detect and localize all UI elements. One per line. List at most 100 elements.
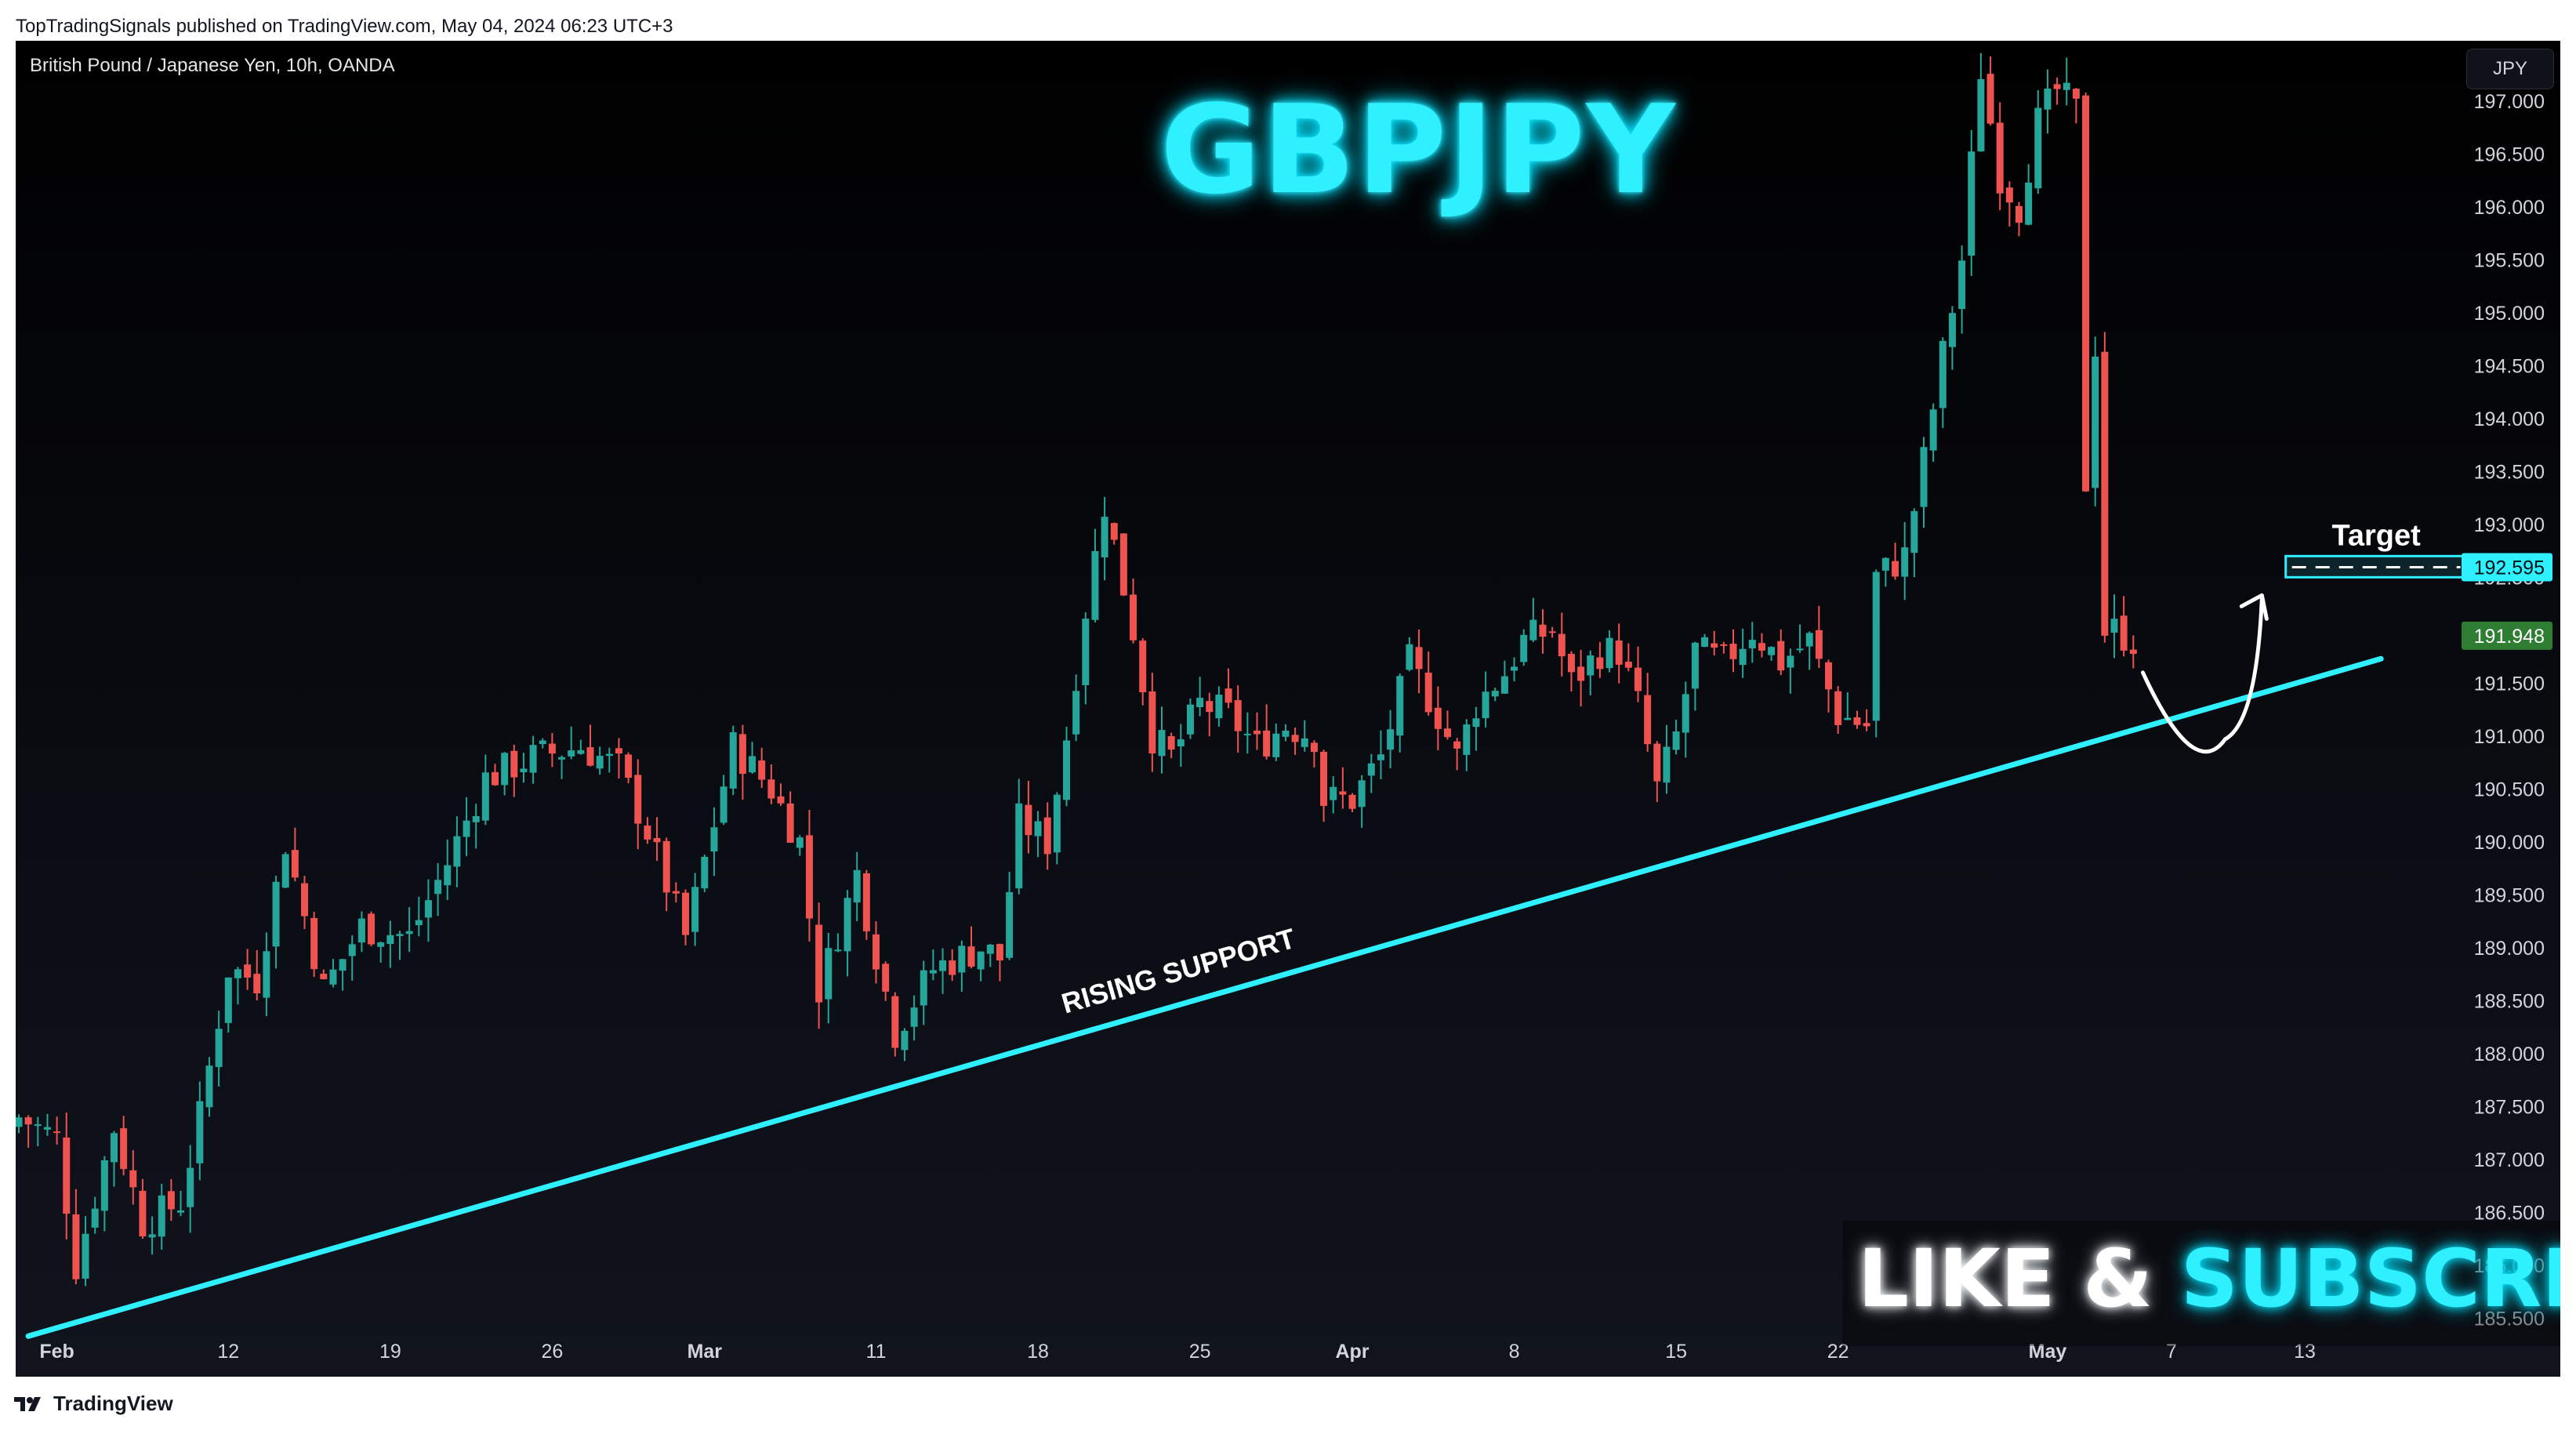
candle-body <box>100 1160 108 1211</box>
candle-body <box>672 891 680 894</box>
candle-body <box>1872 572 1880 721</box>
candle-body <box>1901 547 1909 577</box>
candle-body <box>1777 641 1785 671</box>
candle-body <box>1996 122 2004 194</box>
candle-body <box>1958 260 1966 310</box>
candle-body <box>272 881 280 947</box>
candle-body <box>1910 510 1918 553</box>
candle-body <box>463 820 470 837</box>
candle-body <box>662 840 670 893</box>
candle-body <box>1272 733 1280 757</box>
candle-body <box>1758 643 1765 651</box>
target-label: Target <box>2331 519 2421 552</box>
candle-body <box>1015 803 1023 889</box>
price-chart[interactable]: RISING SUPPORT Target 185.500186.000186.… <box>16 41 2560 1377</box>
target-price-tag <box>2462 553 2552 582</box>
candle-body <box>1825 662 1832 690</box>
candle-body <box>586 747 594 766</box>
projection-arrowhead-icon <box>2239 593 2269 621</box>
candle-body <box>1634 667 1642 691</box>
candle-body <box>1234 699 1242 731</box>
candle-body <box>1663 746 1671 783</box>
candle-body <box>634 775 642 824</box>
candle-body <box>901 1030 909 1051</box>
candle-body <box>377 942 385 947</box>
candle-body <box>1920 447 1928 507</box>
candle-body <box>615 748 622 754</box>
time-tick-label: 26 <box>541 1341 563 1363</box>
candle-body <box>1939 340 1947 408</box>
candle-body <box>1396 676 1404 736</box>
candle-body <box>244 964 252 978</box>
candle-body <box>196 1101 204 1163</box>
candle-body <box>1567 653 1575 673</box>
candle-body <box>2120 615 2128 651</box>
candle-body <box>1177 739 1185 746</box>
candle-body <box>844 898 851 952</box>
target-layer: Target <box>2140 519 2469 754</box>
symbol-description: British Pound / Japanese Yen, 10h, OANDA <box>30 55 395 76</box>
candle-body <box>1739 648 1747 666</box>
candle-body <box>139 1190 147 1237</box>
candle-body <box>424 900 432 918</box>
candle-body <box>1415 647 1423 670</box>
candle-body <box>291 850 299 878</box>
price-tick-label: 187.000 <box>2474 1149 2545 1171</box>
candle-body <box>111 1133 118 1163</box>
rising-support-line[interactable] <box>25 655 2384 1339</box>
candle-body <box>368 913 376 945</box>
candle-body <box>1167 735 1175 750</box>
candle-body <box>2005 187 2013 203</box>
candle-body <box>2053 84 2061 89</box>
tradingview-footer[interactable]: TradingView <box>14 1389 173 1417</box>
candle-body <box>682 892 689 935</box>
candle-body <box>348 944 356 956</box>
candle-body <box>1653 743 1661 782</box>
candle-body <box>1711 643 1718 648</box>
candle-body <box>281 854 289 888</box>
candle-body <box>949 960 956 975</box>
candle-body <box>405 931 413 935</box>
chart-area[interactable]: RISING SUPPORT Target 185.500 186.000 186.… <box>16 41 2560 1377</box>
currency-button[interactable]: JPY <box>2466 49 2554 89</box>
candle-body <box>1444 728 1451 738</box>
candle-body <box>805 835 813 919</box>
candle-body <box>1282 730 1290 737</box>
candle-body <box>996 944 1003 960</box>
price-tick-label: 186.000 <box>2474 1255 2545 1277</box>
candle-body <box>53 1131 61 1134</box>
candle-body <box>434 880 442 895</box>
time-tick-label: May <box>2029 1341 2067 1363</box>
candle-body <box>2063 82 2070 90</box>
candle-body <box>91 1208 99 1228</box>
candle-body <box>882 964 890 992</box>
projection-arrow <box>2140 596 2264 754</box>
candle-body <box>1158 730 1166 757</box>
candle-body <box>1367 763 1375 776</box>
candle-body <box>1529 619 1537 641</box>
candle-body <box>815 924 823 1003</box>
candle-body <box>1063 740 1070 800</box>
price-axis: 185.500 186.000 186.500 187.000 187.500 188.0… <box>2462 91 2552 1330</box>
candle-body <box>320 974 328 980</box>
candle-body <box>1596 657 1604 670</box>
candle-body <box>158 1195 165 1237</box>
candle-body <box>977 951 985 970</box>
candle-body <box>167 1191 175 1210</box>
candle-body <box>1929 409 1937 451</box>
candle-body <box>1101 517 1108 557</box>
candle-body <box>1672 731 1680 750</box>
candlestick-series <box>16 53 2137 1287</box>
candle-body <box>1025 804 1032 836</box>
candle-body <box>958 945 966 973</box>
candle-body <box>2044 88 2052 110</box>
time-tick-label: 19 <box>379 1341 401 1363</box>
candle-body <box>1472 718 1480 728</box>
candle-body <box>510 750 518 778</box>
candle-body <box>1796 648 1804 651</box>
candle-body <box>1110 523 1118 540</box>
candle-body <box>767 779 775 799</box>
time-tick-label: 18 <box>1027 1341 1049 1363</box>
candle-body <box>1310 742 1318 753</box>
candle-body <box>205 1065 213 1108</box>
